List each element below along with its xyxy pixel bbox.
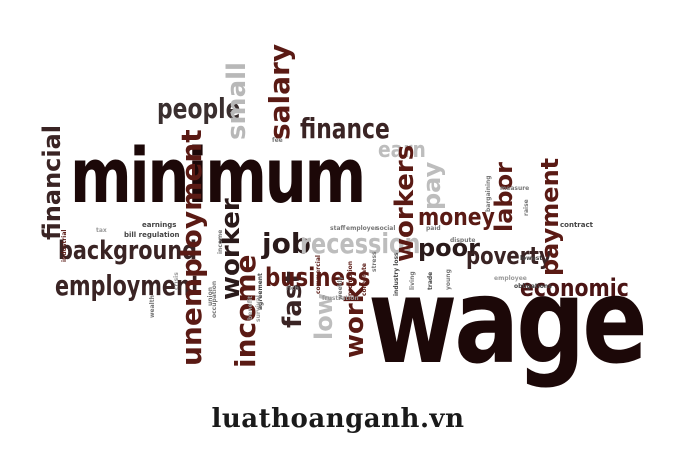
word-dispute: dispute: [450, 237, 476, 244]
word-young: young: [445, 269, 452, 290]
word-social: social: [376, 225, 396, 232]
word-salary: salary: [263, 43, 296, 140]
word-poor: poor: [418, 234, 480, 262]
word-contract: contract: [560, 221, 593, 229]
word-rich: rich: [286, 285, 299, 292]
word-earn: earn: [378, 138, 426, 163]
word-living: living: [409, 271, 416, 290]
word-crisis: crisis: [173, 272, 180, 290]
site-watermark: luathoanganh.vn: [211, 404, 465, 434]
word-income-small: income: [217, 229, 224, 254]
word-minimum: minimum: [70, 131, 366, 220]
word-raise: raise: [523, 199, 530, 216]
word-benefit: benefit: [247, 295, 254, 320]
word-survival: survival: [255, 295, 262, 322]
word-bill-regulation: bill regulation: [124, 231, 180, 239]
word-corporate: corporate: [361, 263, 368, 296]
word-poverty: poverty: [466, 242, 552, 270]
word-weekly: weekly: [337, 276, 344, 300]
word-bargaining: bargaining: [485, 175, 492, 212]
word-tax: tax: [96, 227, 107, 234]
word-lowest: lowest: [520, 255, 543, 262]
word-wage: wage: [368, 252, 648, 390]
word-employer: employer: [346, 225, 378, 232]
word-industry-loss: industry loss: [393, 252, 400, 296]
word-business: business: [265, 263, 371, 293]
word-job: job: [262, 227, 311, 260]
word-finance: finance: [300, 112, 390, 145]
word-employee: employee: [494, 275, 527, 282]
word-wealth: wealth: [149, 295, 156, 318]
word-workers: workers: [390, 144, 420, 262]
word-frustration: frustration: [322, 295, 359, 302]
word-obligations: obligations: [514, 283, 552, 290]
word-trade: trade: [427, 271, 434, 290]
word-small: small: [222, 62, 252, 140]
word-commercial: commercial: [315, 255, 322, 294]
word-financial: financial: [38, 124, 66, 240]
word-cloud: minimum wage people small salary finance…: [38, 43, 648, 390]
word-promotion: promotion: [347, 260, 354, 296]
word-measure: measure: [500, 185, 530, 192]
word-unemployment: unemployment: [175, 129, 208, 366]
word-labor: labor: [490, 162, 518, 232]
word-employment: employment: [55, 269, 201, 302]
word-money: money: [418, 203, 495, 231]
word-occupation: occupation: [211, 280, 218, 318]
word-recession: recession: [300, 227, 421, 260]
word-paid: paid: [426, 225, 441, 232]
word-background: background: [58, 236, 198, 266]
word-stress: stress: [371, 251, 378, 272]
word-staff: staff: [330, 225, 346, 232]
word-fee: fee: [272, 137, 283, 144]
word-industrial: industrial: [61, 229, 68, 262]
word-earnings: earnings: [142, 221, 177, 229]
word-people: people: [157, 92, 241, 125]
word-economic: economic: [520, 274, 629, 302]
